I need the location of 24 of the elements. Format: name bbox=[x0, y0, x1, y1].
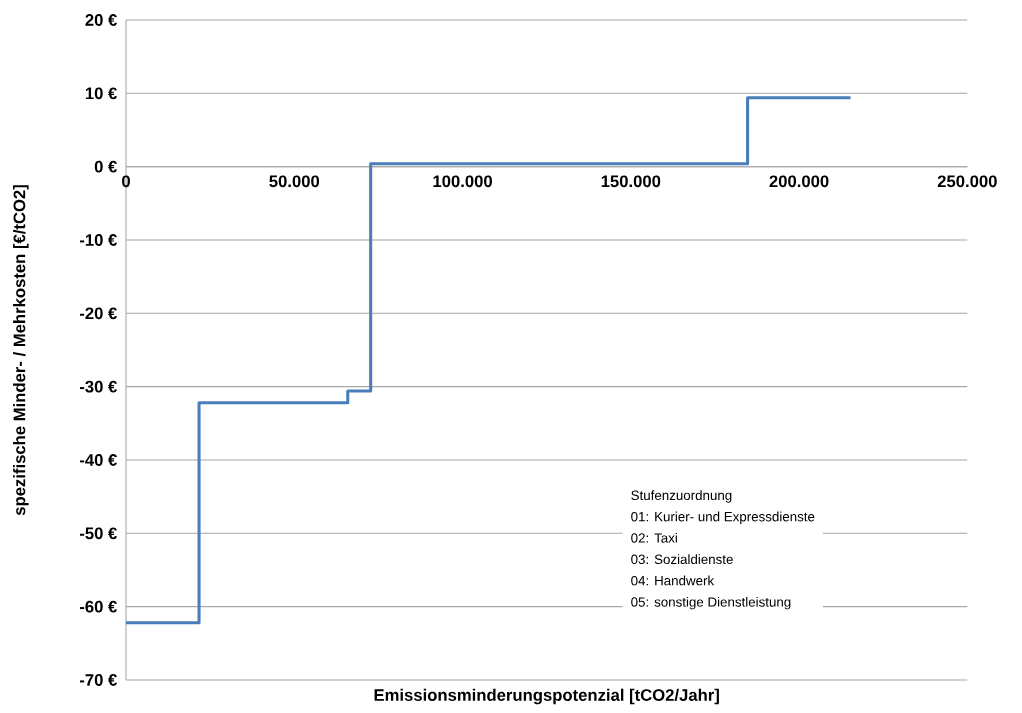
y-tick-label: -60 € bbox=[79, 600, 117, 613]
x-tick-label: 50.000 bbox=[269, 175, 320, 188]
y-tick-label: -30 € bbox=[79, 380, 117, 393]
annotation: 05: sonstige Dienstleistung bbox=[631, 596, 791, 610]
y-tick-label: 10 € bbox=[85, 87, 117, 100]
y-axis-title: spezifische Minder- / Mehrkosten [€/tCO2] bbox=[13, 185, 29, 516]
y-tick-label: -70 € bbox=[79, 674, 117, 686]
y-tick-label: 20 € bbox=[85, 14, 117, 26]
x-tick-label: 0 bbox=[122, 175, 130, 188]
x-tick-label: 200.000 bbox=[769, 175, 829, 188]
x-tick-label: 150.000 bbox=[601, 175, 661, 188]
y-tick-label: -20 € bbox=[79, 307, 117, 320]
annotation: 02: Taxi bbox=[631, 532, 677, 543]
annotation: 03: Sozialdienste bbox=[631, 554, 733, 565]
annotation: Stufenzuordnung bbox=[631, 490, 732, 503]
y-tick-label: -50 € bbox=[79, 527, 117, 540]
x-axis-title: Emissionsminderungspotenzial [tCO2/Jahr] bbox=[374, 688, 719, 705]
y-tick-label: 0 € bbox=[94, 160, 117, 173]
x-tick-label: 250.000 bbox=[937, 175, 997, 188]
x-tick-label: 100.000 bbox=[433, 175, 492, 188]
annotation: 01: Kurier- und Expressdienste bbox=[631, 511, 815, 525]
annotation: 04: Handwerk bbox=[631, 575, 715, 586]
y-tick-label: -40 € bbox=[79, 454, 117, 466]
y-tick-label: -10 € bbox=[79, 234, 117, 246]
